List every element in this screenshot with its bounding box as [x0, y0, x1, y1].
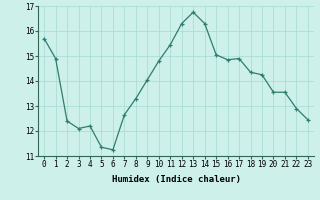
X-axis label: Humidex (Indice chaleur): Humidex (Indice chaleur): [111, 175, 241, 184]
